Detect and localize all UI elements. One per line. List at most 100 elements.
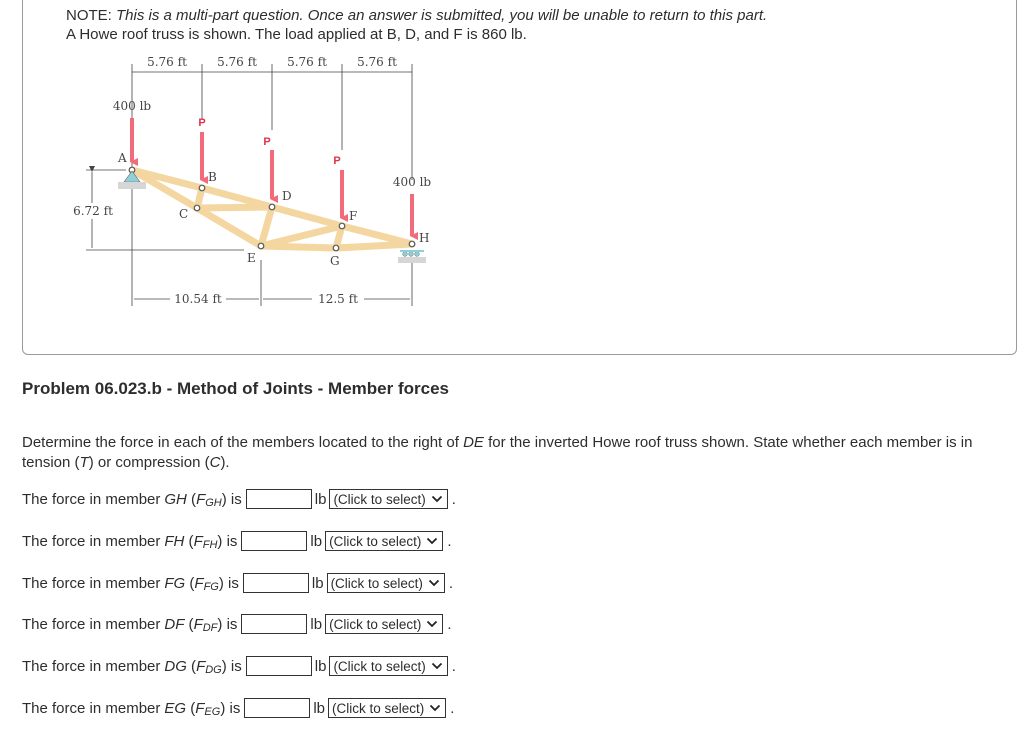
- note-line-2: A Howe roof truss is shown. The load app…: [66, 26, 527, 43]
- truss-joints: [128, 166, 416, 252]
- dim-top-4: 5.76 ft: [357, 55, 397, 69]
- force-symbol: F: [193, 532, 203, 550]
- question-note-box: [22, 0, 1017, 355]
- force-symbol: F: [196, 657, 206, 675]
- tension-compression-select-fg[interactable]: (Click to select): [326, 573, 445, 593]
- answer-row-gh: The force in member GH (F GH) is lb (Click …: [22, 489, 456, 509]
- question-suffix: is: [230, 657, 242, 675]
- question-suffix: is: [229, 699, 241, 717]
- question-prefix: The force in member: [22, 699, 161, 717]
- period: .: [447, 532, 452, 550]
- period: .: [448, 574, 453, 592]
- unit-label: lb: [310, 532, 323, 550]
- problem-title: Problem 06.023.b - Method of Joints - Me…: [22, 379, 449, 398]
- note-text: This is a multi-part question. Once an a…: [116, 7, 768, 24]
- unit-label: lb: [311, 574, 324, 592]
- load-label-h: 400 lb: [393, 175, 432, 189]
- select-value: (Click to select): [333, 658, 426, 674]
- roller-support-icon: [398, 250, 426, 263]
- force-input-dg[interactable]: [245, 656, 312, 676]
- select-value: (Click to select): [329, 533, 422, 549]
- tension-compression-select-eg[interactable]: (Click to select): [328, 698, 447, 718]
- joint-label-a: A: [117, 151, 127, 165]
- unit-label: lb: [314, 490, 327, 508]
- question-prefix: The force in member: [22, 657, 161, 675]
- chevron-down-icon: [427, 620, 438, 628]
- dim-bottom-2: 12.5 ft: [318, 292, 358, 306]
- force-input-fh[interactable]: [241, 531, 308, 551]
- chevron-down-icon: [428, 579, 439, 587]
- joint-label-e: E: [247, 251, 256, 265]
- question-prefix: The force in member: [22, 490, 161, 508]
- question-suffix: is: [226, 532, 238, 550]
- question-prefix: The force in member: [22, 574, 161, 592]
- select-value: (Click to select): [329, 616, 422, 632]
- force-subscript: FH: [202, 539, 218, 551]
- truss-diagram: 5.76 ft 5.76 ft 5.76 ft 5.76 ft 6.72 ft …: [73, 55, 432, 306]
- question-prefix: The force in member: [22, 615, 161, 633]
- unit-label: lb: [310, 615, 323, 633]
- dim-top-3: 5.76 ft: [287, 55, 327, 69]
- answer-row-fh: The force in member FH (F FH) is lb (Click …: [22, 531, 452, 551]
- period: .: [451, 657, 456, 675]
- load-label-b: P: [198, 117, 205, 129]
- force-symbol: F: [195, 699, 205, 717]
- force-input-gh[interactable]: [245, 489, 312, 509]
- dim-bottom-1: 10.54 ft: [174, 292, 222, 306]
- select-value: (Click to select): [332, 700, 425, 716]
- tension-compression-select-gh[interactable]: (Click to select): [329, 489, 448, 509]
- tension-compression-select-df[interactable]: (Click to select): [325, 614, 444, 634]
- joint-label-h: H: [419, 231, 429, 245]
- force-subscript: DF: [202, 622, 218, 634]
- joint-label-d: D: [282, 189, 292, 203]
- force-subscript: GH: [205, 497, 222, 509]
- member-name: GH: [164, 490, 187, 508]
- joint-label-c: C: [179, 207, 188, 221]
- load-label-f: P: [333, 155, 340, 167]
- question-suffix: is: [230, 490, 242, 508]
- force-input-df[interactable]: [241, 614, 308, 634]
- note-line-1: NOTE: This is a multi-part question. Onc…: [66, 7, 767, 24]
- load-label-a: 400 lb: [113, 99, 152, 113]
- question-suffix: is: [226, 615, 238, 633]
- force-subscript: EG: [204, 706, 221, 718]
- note-prefix: NOTE:: [66, 7, 117, 24]
- member-name: EG: [164, 699, 187, 717]
- member-name: DF: [164, 615, 185, 633]
- load-label-d: P: [263, 136, 270, 148]
- unit-label: lb: [314, 657, 327, 675]
- force-input-fg[interactable]: [242, 573, 309, 593]
- joint-label-g: G: [330, 254, 340, 268]
- joint-label-b: B: [208, 170, 217, 184]
- force-subscript: FG: [203, 581, 219, 593]
- force-symbol: F: [196, 490, 206, 508]
- question-prefix: The force in member: [22, 532, 161, 550]
- tension-compression-select-fh[interactable]: (Click to select): [325, 531, 444, 551]
- force-symbol: F: [194, 574, 204, 592]
- force-symbol: F: [193, 615, 203, 633]
- member-name: FG: [164, 574, 186, 592]
- answer-row-eg: The force in member EG (F EG) is lb (Click …: [22, 698, 455, 718]
- question-suffix: is: [228, 574, 239, 592]
- dim-left: 6.72 ft: [73, 204, 113, 218]
- select-value: (Click to select): [333, 491, 426, 507]
- chevron-down-icon: [430, 704, 441, 712]
- answer-row-dg: The force in member DG (F DG) is lb (Click …: [22, 656, 456, 676]
- member-name: DG: [164, 657, 187, 675]
- force-input-eg[interactable]: [244, 698, 311, 718]
- chevron-down-icon: [431, 662, 442, 670]
- dim-top-1: 5.76 ft: [147, 55, 187, 69]
- truss-figure: 5.76 ft 5.76 ft 5.76 ft 5.76 ft 6.72 ft …: [60, 48, 440, 310]
- tension-compression-select-dg[interactable]: (Click to select): [329, 656, 448, 676]
- problem-description: Determine the force in each of the membe…: [22, 434, 973, 471]
- period: .: [450, 699, 455, 717]
- member-name: FH: [164, 532, 185, 550]
- chevron-down-icon: [427, 537, 438, 545]
- ground-a: [118, 182, 146, 189]
- period: .: [451, 490, 456, 508]
- unit-label: lb: [313, 699, 326, 717]
- select-value: (Click to select): [330, 575, 423, 591]
- force-subscript: DG: [205, 664, 222, 676]
- truss-members: [128, 166, 416, 252]
- answer-row-fg: The force in member FG (F FG) is lb (Click …: [22, 573, 453, 593]
